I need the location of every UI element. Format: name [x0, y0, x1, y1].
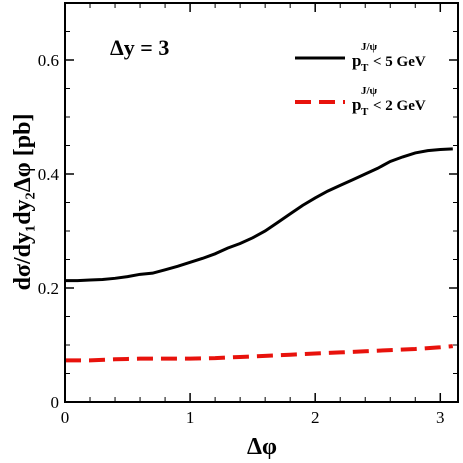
series-line-0	[65, 147, 453, 283]
ticks: 0 1 2 3 0 0.2 0.4 0.6	[38, 3, 458, 427]
y-axis-label: dσ/dy₁dy₂Δφ [pb]	[10, 114, 36, 291]
legend-label-0: p T J/ψ< 5 GeV	[352, 41, 426, 74]
legend-label-sup: J/ψ	[361, 85, 378, 97]
x-tick-label: 3	[436, 408, 445, 427]
legend-label-rest: < 5 GeV	[373, 54, 426, 70]
y-tick-label: 0.2	[38, 279, 59, 298]
legend-label-p: p	[352, 95, 361, 114]
y-tick-label: 0.6	[38, 51, 59, 70]
legend-label-sub: T	[361, 62, 369, 74]
annotation: Δy = 3	[110, 35, 169, 60]
x-tick-label: 0	[61, 408, 70, 427]
x-tick-label: 1	[186, 408, 195, 427]
legend-label-1: p T J/ψ< 2 GeV	[352, 85, 426, 118]
x-axis-label: Δφ	[247, 434, 277, 460]
legend-label-sup: J/ψ	[361, 41, 378, 53]
y-tick-label: 0	[51, 393, 60, 412]
series-layer	[65, 147, 453, 363]
svg-text:dσ/dy₁dy₂Δφ [pb]: dσ/dy₁dy₂Δφ [pb]	[10, 114, 36, 291]
legend-label-p: p	[352, 51, 361, 70]
legend-label-rest: < 2 GeV	[373, 98, 426, 114]
y-tick-label: 0.4	[38, 165, 60, 184]
series-line-1	[65, 344, 453, 363]
legend-label-sub: T	[361, 106, 369, 118]
x-tick-label: 2	[311, 408, 320, 427]
